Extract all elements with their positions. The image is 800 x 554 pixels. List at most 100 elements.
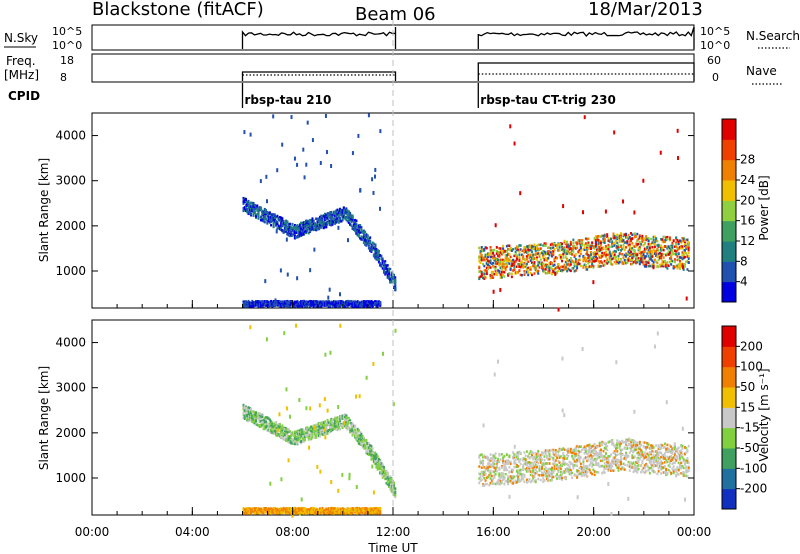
range-cell bbox=[319, 426, 322, 429]
range-cell bbox=[543, 264, 546, 268]
range-cell bbox=[604, 209, 607, 214]
range-cell bbox=[335, 215, 338, 218]
range-cell bbox=[601, 254, 604, 258]
range-cell bbox=[584, 265, 587, 269]
colorbar-frame bbox=[721, 118, 737, 303]
range-cell bbox=[256, 416, 259, 419]
range-cell bbox=[612, 244, 615, 247]
range-cell bbox=[262, 212, 265, 215]
range-cell bbox=[613, 249, 616, 253]
range-cell bbox=[265, 507, 268, 510]
range-cell bbox=[556, 246, 559, 249]
range-cell bbox=[517, 248, 520, 252]
range-cell bbox=[569, 260, 572, 264]
range-cell bbox=[547, 252, 550, 256]
range-cell bbox=[482, 262, 485, 266]
range-cell bbox=[336, 422, 339, 426]
range-cell bbox=[513, 268, 516, 271]
range-cell bbox=[632, 255, 635, 258]
range-cell bbox=[381, 474, 384, 478]
range-cell bbox=[285, 219, 288, 223]
range-cell bbox=[522, 264, 525, 268]
range-cell bbox=[668, 249, 671, 252]
range-cell bbox=[355, 431, 358, 435]
range-cell bbox=[290, 440, 293, 443]
range-cell bbox=[652, 242, 655, 245]
range-cell bbox=[290, 302, 293, 306]
range-cell bbox=[261, 304, 264, 307]
range-cell bbox=[287, 511, 290, 514]
range-cell bbox=[685, 252, 688, 255]
range-cell bbox=[296, 236, 299, 239]
range-cell bbox=[372, 301, 375, 305]
range-cell bbox=[305, 429, 308, 432]
range-cell bbox=[351, 430, 354, 434]
range-cell bbox=[656, 240, 659, 243]
range-cell bbox=[305, 229, 308, 233]
range-cell bbox=[327, 304, 330, 307]
range-cell bbox=[638, 250, 641, 253]
range-cell bbox=[270, 429, 273, 433]
range-cell bbox=[243, 200, 246, 204]
range-cell bbox=[250, 418, 253, 422]
range-cell bbox=[309, 268, 312, 273]
range-cell bbox=[331, 215, 334, 219]
range-cell bbox=[293, 304, 296, 308]
range-cell bbox=[247, 199, 250, 203]
range-cell bbox=[306, 300, 309, 304]
range-cell bbox=[347, 425, 350, 429]
range-cell bbox=[334, 220, 337, 224]
range-cell bbox=[582, 258, 585, 261]
range-cell bbox=[288, 441, 291, 444]
range-cell bbox=[326, 430, 329, 433]
range-cell bbox=[341, 301, 344, 304]
station-title: Blackstone (fitACF) bbox=[92, 0, 264, 20]
range-cell bbox=[372, 242, 375, 246]
range-cell bbox=[311, 227, 314, 231]
range-cell bbox=[515, 254, 518, 257]
range-cell bbox=[301, 303, 304, 307]
range-cell bbox=[253, 422, 256, 425]
range-cell bbox=[569, 252, 572, 255]
range-cell bbox=[317, 220, 320, 223]
range-cell bbox=[317, 217, 320, 220]
range-cell bbox=[485, 269, 488, 273]
range-cell bbox=[258, 508, 261, 511]
range-cell bbox=[302, 225, 305, 228]
range-cell bbox=[316, 430, 319, 433]
range-cell bbox=[507, 248, 510, 251]
range-cell bbox=[277, 433, 280, 436]
range-cell bbox=[344, 305, 347, 308]
range-cell bbox=[623, 259, 626, 262]
range-cell bbox=[549, 251, 552, 254]
range-cell bbox=[251, 305, 254, 308]
range-cell bbox=[563, 266, 566, 269]
range-cell bbox=[563, 239, 566, 243]
range-cell bbox=[258, 510, 261, 514]
range-cell bbox=[346, 219, 349, 223]
range-cell bbox=[361, 302, 364, 306]
range-cell bbox=[322, 421, 325, 424]
range-cell bbox=[268, 304, 271, 307]
range-cell bbox=[350, 224, 353, 227]
range-cell bbox=[573, 254, 576, 257]
range-cell bbox=[342, 206, 345, 209]
range-cell bbox=[265, 418, 268, 421]
range-cell bbox=[564, 267, 567, 270]
range-cell bbox=[504, 256, 507, 259]
range-cell bbox=[242, 304, 245, 308]
range-cell bbox=[627, 237, 630, 241]
range-cell bbox=[631, 242, 634, 245]
range-cell bbox=[349, 430, 352, 434]
range-cell bbox=[340, 417, 343, 420]
range-cell bbox=[319, 216, 322, 221]
range-cell bbox=[372, 460, 375, 463]
range-cell bbox=[665, 262, 668, 265]
range-cell bbox=[643, 241, 646, 245]
range-cell bbox=[394, 495, 397, 499]
range-cell bbox=[350, 424, 353, 428]
range-cell bbox=[376, 301, 379, 305]
range-cell bbox=[381, 261, 384, 264]
range-cell bbox=[519, 262, 522, 266]
range-cell bbox=[651, 263, 654, 267]
